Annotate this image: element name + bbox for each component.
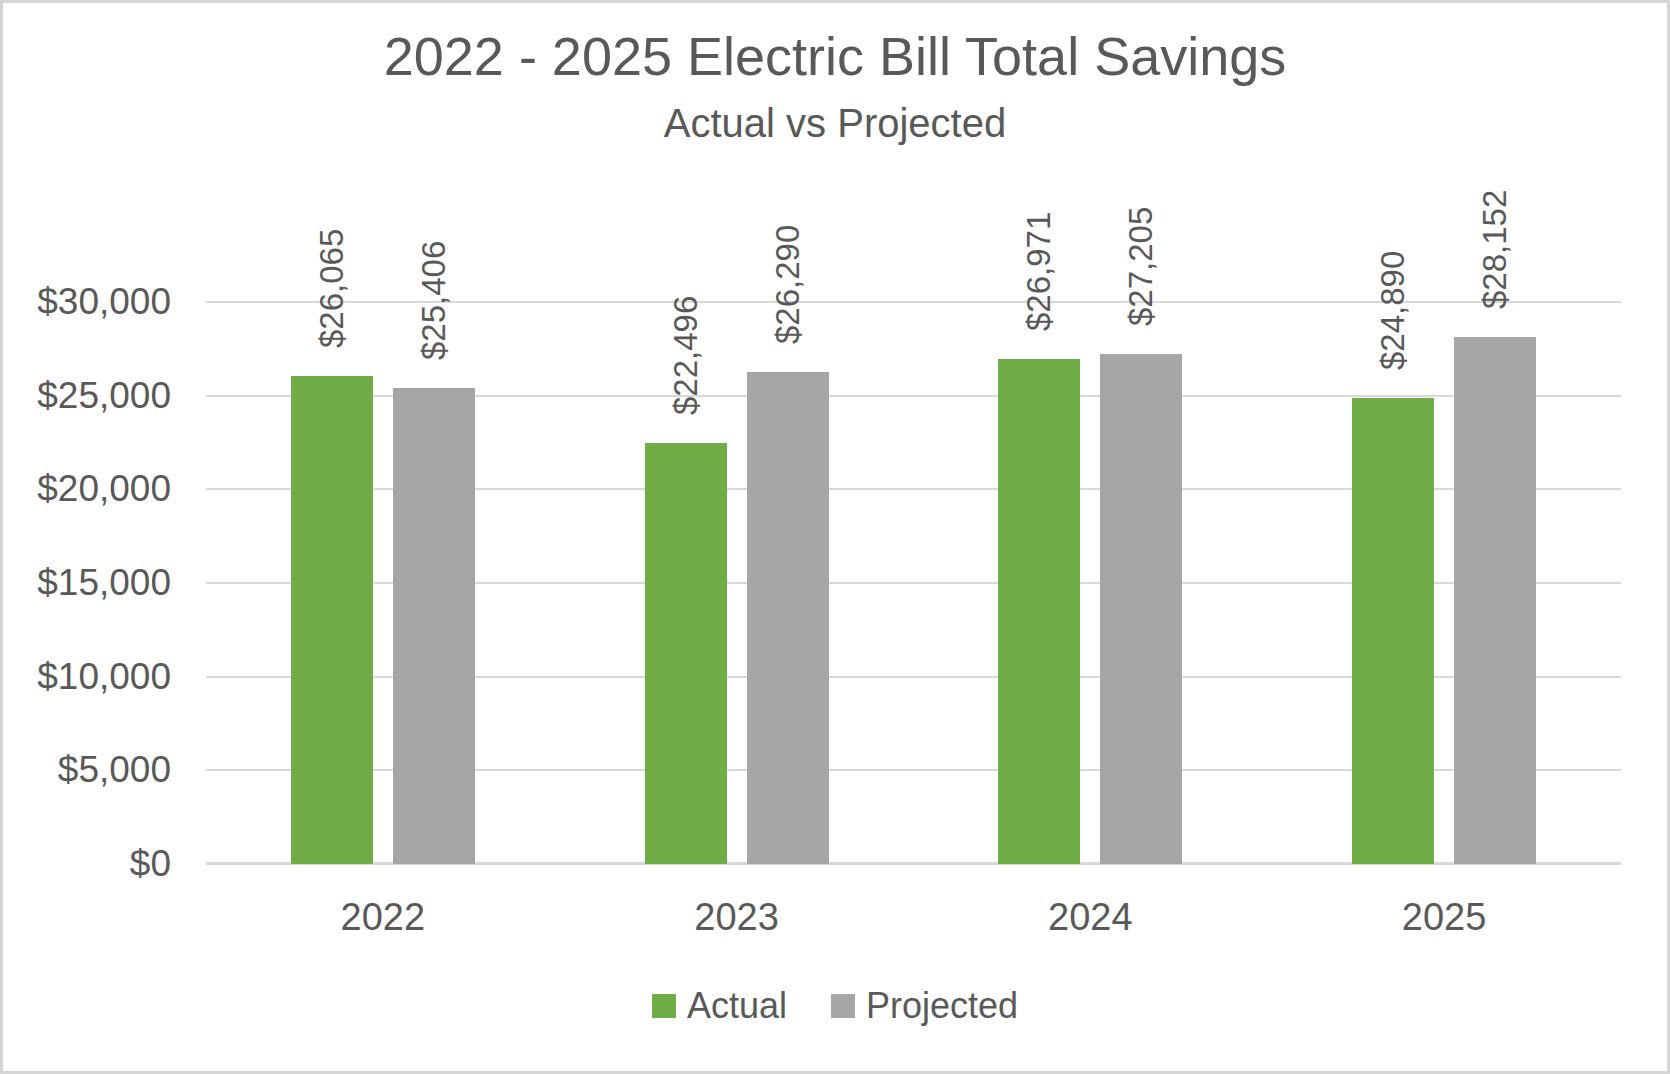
plot-area: $26,065$25,406$22,496$26,290$26,971$27,2… [206, 302, 1621, 864]
y-axis: $0$5,000$10,000$15,000$20,000$25,000$30,… [3, 302, 171, 864]
chart-subtitle: Actual vs Projected [3, 101, 1667, 146]
y-tick-label-0: $0 [3, 842, 171, 886]
x-category-label-2022: 2022 [273, 896, 493, 939]
bar-projected-2025 [1454, 337, 1536, 864]
y-tick-label-30000: $30,000 [3, 280, 171, 324]
bar-projected-2022 [393, 388, 475, 864]
bar-projected-2024 [1100, 354, 1182, 864]
y-tick-label-10000: $10,000 [3, 655, 171, 699]
x-axis: 2022 2023 2024 2025 [206, 896, 1621, 940]
y-tick-label-20000: $20,000 [3, 467, 171, 511]
legend-item-actual: Actual [652, 985, 787, 1027]
y-tick-label-15000: $15,000 [3, 561, 171, 605]
bar-actual-2024 [998, 359, 1080, 864]
legend-swatch-actual [652, 994, 676, 1018]
chart-canvas: 2022 - 2025 Electric Bill Total Savings … [0, 0, 1670, 1074]
x-category-label-2024: 2024 [980, 896, 1200, 939]
bar-actual-2025 [1352, 398, 1434, 864]
data-label-projected-2025: $28,152 [1478, 189, 1512, 308]
data-label-actual-2024: $26,971 [1022, 211, 1056, 330]
legend: Actual Projected [3, 985, 1667, 1027]
legend-label-actual: Actual [687, 985, 787, 1027]
data-label-projected-2024: $27,205 [1124, 207, 1158, 326]
chart-title: 2022 - 2025 Electric Bill Total Savings [3, 25, 1667, 87]
data-label-projected-2023: $26,290 [771, 224, 805, 343]
bar-actual-2023 [645, 443, 727, 864]
x-category-label-2025: 2025 [1334, 896, 1554, 939]
legend-label-projected: Projected [866, 985, 1018, 1027]
legend-swatch-projected [831, 994, 855, 1018]
data-label-projected-2022: $25,406 [417, 241, 451, 360]
data-label-actual-2022: $26,065 [315, 228, 349, 347]
data-label-actual-2023: $22,496 [669, 295, 703, 414]
y-tick-label-5000: $5,000 [3, 748, 171, 792]
y-tick-label-25000: $25,000 [3, 374, 171, 418]
data-label-actual-2025: $24,890 [1376, 250, 1410, 369]
x-category-label-2023: 2023 [627, 896, 847, 939]
bar-actual-2022 [291, 376, 373, 864]
bar-projected-2023 [747, 372, 829, 864]
legend-item-projected: Projected [831, 985, 1018, 1027]
